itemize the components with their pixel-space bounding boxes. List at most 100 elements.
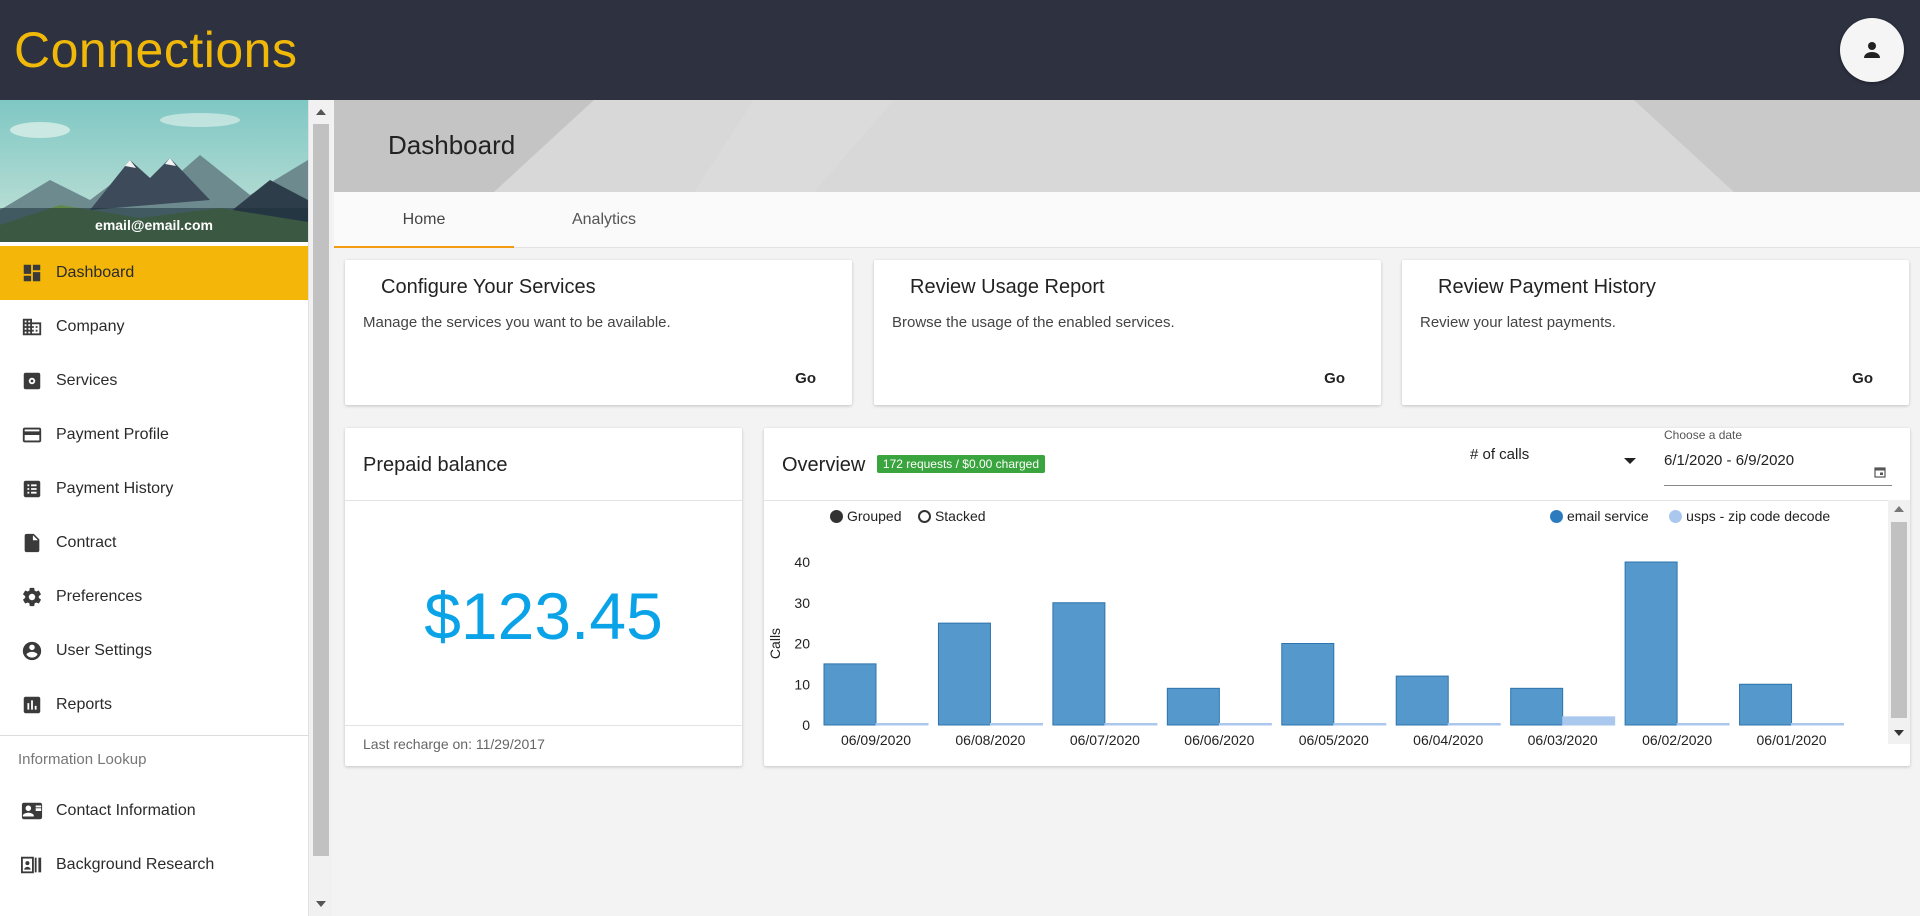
sidebar-scrollbar[interactable] (308, 100, 332, 916)
bar-usps (1218, 723, 1272, 726)
y-tick-label: 40 (794, 554, 810, 570)
go-button[interactable]: Go (795, 370, 816, 387)
sidebar-item-preferences[interactable]: Preferences (0, 570, 308, 624)
building-icon (20, 315, 44, 339)
calendar-icon[interactable] (1874, 466, 1886, 478)
sidebar-nav: Dashboard Company Services Payment Profi… (0, 246, 308, 892)
sidebar-item-services[interactable]: Services (0, 354, 308, 408)
x-tick-label: 06/05/2020 (1299, 732, 1369, 748)
date-range-field[interactable]: Choose a date 6/1/2020 - 6/9/2020 (1664, 428, 1892, 486)
sidebar-item-label: Background Research (56, 856, 215, 873)
legend-item-email-service[interactable]: email service (1550, 508, 1649, 524)
scroll-down-arrow-icon[interactable] (1894, 730, 1904, 736)
x-tick-label: 06/07/2020 (1070, 732, 1140, 748)
account-button[interactable] (1840, 18, 1904, 82)
logo[interactable]: Connections (14, 20, 297, 80)
chevron-down-icon (1624, 458, 1636, 464)
overview-card: Overview 172 requests / $0.00 charged # … (764, 428, 1910, 766)
date-field-value: 6/1/2020 - 6/9/2020 (1664, 452, 1795, 469)
sidebar-item-label: Dashboard (56, 264, 135, 281)
top-bar: Connections (0, 0, 1920, 100)
logo-text: Connections (14, 22, 298, 78)
bar-email-service (1395, 675, 1449, 726)
divider (764, 500, 1910, 501)
balance-amount: $123.45 (424, 579, 663, 653)
document-icon (20, 531, 44, 555)
x-tick-label: 06/04/2020 (1413, 732, 1483, 748)
bar-email-service (1739, 683, 1793, 726)
divider (345, 725, 742, 726)
tab-home[interactable]: Home (334, 192, 514, 248)
bar-usps (1562, 716, 1616, 726)
sidebar-item-contact-information[interactable]: Contact Information (0, 784, 308, 838)
last-recharge-text: Last recharge on: 11/29/2017 (363, 736, 545, 752)
radio-label: Grouped (847, 508, 902, 524)
credit-card-icon (20, 423, 44, 447)
bar-chart-icon (20, 693, 44, 717)
card-title: Overview (782, 454, 866, 476)
sidebar-item-payment-history[interactable]: Payment History (0, 462, 308, 516)
y-axis-label: Calls (767, 628, 783, 659)
profile-header: email@email.com (0, 100, 308, 242)
radio-selected-icon (830, 509, 843, 523)
card-description: Review your latest payments. (1420, 314, 1616, 331)
dashboard-icon (20, 261, 44, 285)
metric-select[interactable]: # of calls (1470, 446, 1636, 476)
legend-swatch (1669, 509, 1683, 523)
divider (0, 735, 308, 736)
sidebar-item-label: Preferences (56, 588, 143, 605)
card-description: Browse the usage of the enabled services… (892, 314, 1175, 331)
usage-chart: 0 10 20 30 40 Calls 06/09/2020 06/08/2020 06/07/… (767, 554, 1845, 748)
scroll-up-arrow-icon[interactable] (315, 106, 327, 118)
card-title: Configure Your Services (381, 276, 596, 298)
bar-email-service (823, 663, 877, 726)
sidebar-item-label: Contact Information (56, 802, 196, 819)
account-circle-icon (20, 639, 44, 663)
bar-email-service (1281, 643, 1335, 726)
x-tick-label: 06/01/2020 (1757, 732, 1827, 748)
bar-email-service (1510, 687, 1564, 726)
scrollbar-thumb[interactable] (313, 124, 329, 856)
tab-bar: Home Analytics (334, 192, 1920, 248)
x-tick-label: 06/08/2020 (955, 732, 1025, 748)
y-tick-label: 10 (794, 676, 810, 692)
x-tick-label: 06/03/2020 (1528, 732, 1598, 748)
bar-email-service (1166, 687, 1220, 726)
chart-mode-toggle: Grouped Stacked (830, 508, 998, 528)
x-tick-label: 06/02/2020 (1642, 732, 1712, 748)
radio-stacked[interactable]: Stacked (917, 508, 986, 524)
chart-scrollbar[interactable] (1888, 500, 1910, 744)
sidebar-item-dashboard[interactable]: Dashboard (0, 246, 308, 300)
sidebar-item-user-settings[interactable]: User Settings (0, 624, 308, 678)
bar-usps (1676, 723, 1730, 726)
tab-analytics[interactable]: Analytics (571, 211, 637, 228)
x-tick-label: 06/09/2020 (841, 732, 911, 748)
scroll-up-arrow-icon[interactable] (1894, 506, 1904, 512)
scroll-down-arrow-icon[interactable] (315, 898, 327, 910)
date-field-label: Choose a date (1664, 428, 1743, 442)
chart-legend: email service usps - zip code decode (1534, 508, 1830, 528)
scrollbar-thumb[interactable] (1891, 522, 1907, 718)
bar-usps (1447, 723, 1501, 726)
sidebar-item-label: Services (56, 372, 118, 389)
overview-title-row: Overview 172 requests / $0.00 charged (782, 454, 1046, 477)
y-tick-label: 30 (794, 595, 810, 611)
sidebar-item-background-research[interactable]: Background Research (0, 838, 308, 892)
radio-grouped[interactable]: Grouped (830, 508, 901, 524)
page-title: Dashboard (388, 130, 516, 160)
sidebar-item-reports[interactable]: Reports (0, 678, 308, 732)
sidebar-item-contract[interactable]: Contract (0, 516, 308, 570)
bar-usps (989, 723, 1043, 726)
sidebar-item-label: Contract (56, 534, 117, 551)
sidebar-item-payment-profile[interactable]: Payment Profile (0, 408, 308, 462)
legend-swatch (1550, 509, 1563, 523)
sidebar-item-company[interactable]: Company (0, 300, 308, 354)
legend-item-usps[interactable]: usps - zip code decode (1669, 508, 1830, 524)
radio-unselected-icon (917, 509, 931, 523)
banner-decoration (334, 100, 1920, 192)
list-icon (20, 477, 44, 501)
go-button[interactable]: Go (1324, 370, 1345, 387)
go-button[interactable]: Go (1852, 370, 1873, 387)
bar-email-service (1052, 602, 1106, 726)
section-header-information-lookup: Information Lookup (18, 751, 147, 768)
